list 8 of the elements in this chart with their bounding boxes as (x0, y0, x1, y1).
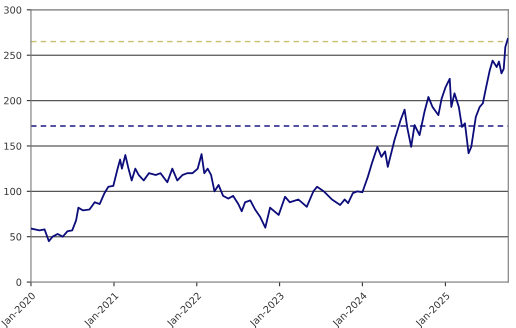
line-series (30, 38, 508, 242)
y-tick-label: 100 (4, 188, 22, 196)
y-tick-label: 300 (4, 6, 22, 14)
y-tick-label: 250 (4, 52, 22, 60)
y-tick-label: 150 (4, 142, 22, 150)
y-tick-label: 0 (16, 278, 22, 286)
y-tick-label: 200 (4, 97, 22, 104)
y-tick-label: 50 (10, 233, 22, 241)
